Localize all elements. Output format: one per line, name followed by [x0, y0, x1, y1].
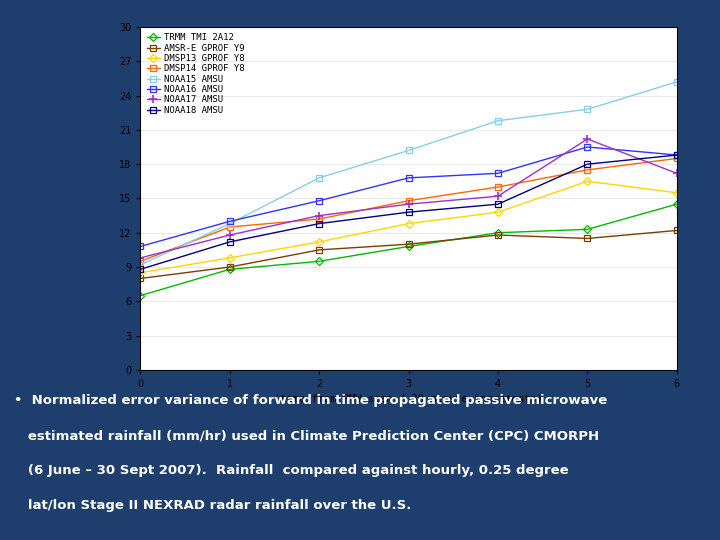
X-axis label: (time from PMW scan / 30 minute increments): (time from PMW scan / 30 minute incremen… [274, 393, 543, 403]
TRMM TMI 2A12 [315, 258, 323, 265]
NOAA16 AMSU [315, 198, 323, 204]
NOAA15 AMSU [225, 220, 234, 227]
Line: AMSR-E GPROF Y9: AMSR-E GPROF Y9 [138, 228, 680, 281]
Line: NOAA15 AMSU: NOAA15 AMSU [138, 79, 680, 267]
NOAA17 AMSU [672, 170, 681, 177]
TRMM TMI 2A12 [405, 243, 413, 249]
Line: DMSP13 GPROF Y8: DMSP13 GPROF Y8 [138, 179, 680, 275]
DMSP13 GPROF Y8 [315, 239, 323, 245]
NOAA18 AMSU [225, 239, 234, 245]
DMSP13 GPROF Y8 [136, 269, 145, 276]
DMSP14 GPROF Y8 [583, 167, 592, 173]
DMSP14 GPROF Y8 [405, 198, 413, 204]
DMSP13 GPROF Y8 [494, 209, 503, 215]
DMSP14 GPROF Y8 [672, 155, 681, 161]
TRMM TMI 2A12 [136, 292, 145, 299]
NOAA16 AMSU [225, 218, 234, 225]
Line: NOAA18 AMSU: NOAA18 AMSU [138, 152, 680, 272]
DMSP14 GPROF Y8 [315, 216, 323, 222]
DMSP14 GPROF Y8 [136, 258, 145, 265]
AMSR-E GPROF Y9 [405, 241, 413, 247]
TRMM TMI 2A12 [225, 266, 234, 273]
TRMM TMI 2A12 [494, 230, 503, 236]
NOAA18 AMSU [315, 220, 323, 227]
AMSR-E GPROF Y9 [494, 232, 503, 238]
Text: lat/lon Stage II NEXRAD radar rainfall over the U.S.: lat/lon Stage II NEXRAD radar rainfall o… [14, 500, 412, 512]
DMSP13 GPROF Y8 [405, 220, 413, 227]
Line: TRMM TMI 2A12: TRMM TMI 2A12 [138, 201, 680, 299]
AMSR-E GPROF Y9 [672, 227, 681, 234]
TRMM TMI 2A12 [672, 201, 681, 207]
NOAA16 AMSU [583, 144, 592, 150]
NOAA17 AMSU [315, 212, 323, 219]
Legend: TRMM TMI 2A12, AMSR-E GPROF Y9, DMSP13 GPROF Y8, DMSP14 GPROF Y8, NOAA15 AMSU, N: TRMM TMI 2A12, AMSR-E GPROF Y9, DMSP13 G… [145, 31, 246, 117]
AMSR-E GPROF Y9 [136, 275, 145, 282]
TRMM TMI 2A12 [583, 226, 592, 233]
DMSP13 GPROF Y8 [672, 190, 681, 196]
NOAA15 AMSU [405, 147, 413, 154]
Line: DMSP14 GPROF Y8: DMSP14 GPROF Y8 [138, 156, 680, 264]
NOAA15 AMSU [315, 174, 323, 181]
NOAA16 AMSU [136, 243, 145, 249]
NOAA18 AMSU [583, 161, 592, 167]
NOAA16 AMSU [672, 152, 681, 158]
AMSR-E GPROF Y9 [315, 247, 323, 253]
NOAA15 AMSU [136, 261, 145, 268]
AMSR-E GPROF Y9 [225, 264, 234, 270]
NOAA17 AMSU [583, 136, 592, 142]
NOAA15 AMSU [494, 118, 503, 124]
NOAA18 AMSU [405, 209, 413, 215]
Text: estimated rainfall (mm/hr) used in Climate Prediction Center (CPC) CMORPH: estimated rainfall (mm/hr) used in Clima… [14, 429, 600, 442]
NOAA17 AMSU [405, 201, 413, 207]
Line: NOAA16 AMSU: NOAA16 AMSU [138, 144, 680, 249]
Text: (6 June – 30 Sept 2007).  Rainfall  compared against hourly, 0.25 degree: (6 June – 30 Sept 2007). Rainfall compar… [14, 464, 569, 477]
NOAA16 AMSU [405, 174, 413, 181]
NOAA15 AMSU [672, 79, 681, 85]
DMSP14 GPROF Y8 [225, 224, 234, 230]
Text: •  Normalized error variance of forward in time propagated passive microwave: • Normalized error variance of forward i… [14, 394, 608, 407]
AMSR-E GPROF Y9 [583, 235, 592, 242]
NOAA17 AMSU [494, 193, 503, 199]
NOAA17 AMSU [136, 255, 145, 261]
NOAA18 AMSU [136, 266, 145, 273]
Line: NOAA17 AMSU: NOAA17 AMSU [136, 135, 681, 262]
DMSP13 GPROF Y8 [583, 178, 592, 185]
NOAA16 AMSU [494, 170, 503, 177]
NOAA18 AMSU [494, 201, 503, 207]
DMSP14 GPROF Y8 [494, 184, 503, 190]
NOAA18 AMSU [672, 152, 681, 158]
NOAA15 AMSU [583, 106, 592, 112]
DMSP13 GPROF Y8 [225, 255, 234, 261]
NOAA17 AMSU [225, 232, 234, 238]
